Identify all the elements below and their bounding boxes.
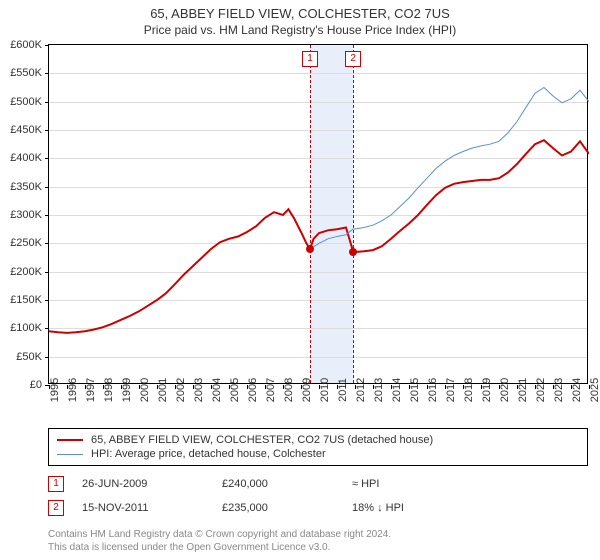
swatch-property — [57, 439, 83, 441]
chart-subtitle: Price paid vs. HM Land Registry's House … — [0, 21, 600, 41]
y-axis-label: £50K — [0, 351, 42, 363]
chart-container: { "title": "65, ABBEY FIELD VIEW, COLCHE… — [0, 0, 600, 560]
transaction-date-1: 26-JUN-2009 — [82, 478, 222, 490]
transaction-row-1: 1 26-JUN-2009 £240,000 ≈ HPI — [48, 472, 588, 496]
series-hpi — [310, 88, 589, 250]
y-axis-label: £600K — [0, 39, 42, 51]
transaction-marker-1: 1 — [48, 476, 64, 492]
transaction-price-1: £240,000 — [222, 478, 352, 490]
attribution: Contains HM Land Registry data © Crown c… — [48, 528, 588, 554]
transaction-rel-2: 18% ↓ HPI — [352, 502, 404, 514]
y-axis-label: £450K — [0, 124, 42, 136]
attribution-line-2: This data is licensed under the Open Gov… — [48, 541, 588, 554]
transaction-marker: 2 — [345, 51, 361, 67]
swatch-hpi — [57, 454, 83, 455]
transaction-rel-1: ≈ HPI — [352, 478, 379, 490]
x-axis-label: 2025 — [589, 378, 600, 402]
y-axis-label: £250K — [0, 237, 42, 249]
series-legend: 65, ABBEY FIELD VIEW, COLCHESTER, CO2 7U… — [48, 428, 588, 466]
plot-area: £0£50K£100K£150K£200K£250K£300K£350K£400… — [48, 44, 588, 384]
legend-row-property: 65, ABBEY FIELD VIEW, COLCHESTER, CO2 7U… — [57, 433, 579, 447]
y-axis-label: £400K — [0, 152, 42, 164]
transaction-price-2: £235,000 — [222, 502, 352, 514]
y-axis-label: £150K — [0, 294, 42, 306]
chart-title: 65, ABBEY FIELD VIEW, COLCHESTER, CO2 7U… — [0, 0, 600, 21]
legend-row-hpi: HPI: Average price, detached house, Colc… — [57, 447, 579, 461]
transactions-legend: 1 26-JUN-2009 £240,000 ≈ HPI 2 15-NOV-20… — [48, 472, 588, 520]
y-axis-label: £100K — [0, 322, 42, 334]
transaction-marker-2: 2 — [48, 500, 64, 516]
series-lines — [49, 45, 589, 385]
y-axis-label: £300K — [0, 209, 42, 221]
transaction-marker: 1 — [302, 51, 318, 67]
transaction-dot — [349, 248, 357, 256]
legend-label-property: 65, ABBEY FIELD VIEW, COLCHESTER, CO2 7U… — [91, 434, 433, 446]
transaction-row-2: 2 15-NOV-2011 £235,000 18% ↓ HPI — [48, 496, 588, 520]
y-axis-label: £0 — [0, 379, 42, 391]
transaction-date-2: 15-NOV-2011 — [82, 502, 222, 514]
y-axis-label: £500K — [0, 96, 42, 108]
attribution-line-1: Contains HM Land Registry data © Crown c… — [48, 528, 588, 541]
y-axis-label: £550K — [0, 67, 42, 79]
legend-label-hpi: HPI: Average price, detached house, Colc… — [91, 448, 326, 460]
series-property — [49, 140, 589, 333]
chart-area: £0£50K£100K£150K£200K£250K£300K£350K£400… — [48, 44, 588, 384]
y-axis-label: £200K — [0, 266, 42, 278]
transaction-dot — [306, 245, 314, 253]
y-axis-label: £350K — [0, 181, 42, 193]
